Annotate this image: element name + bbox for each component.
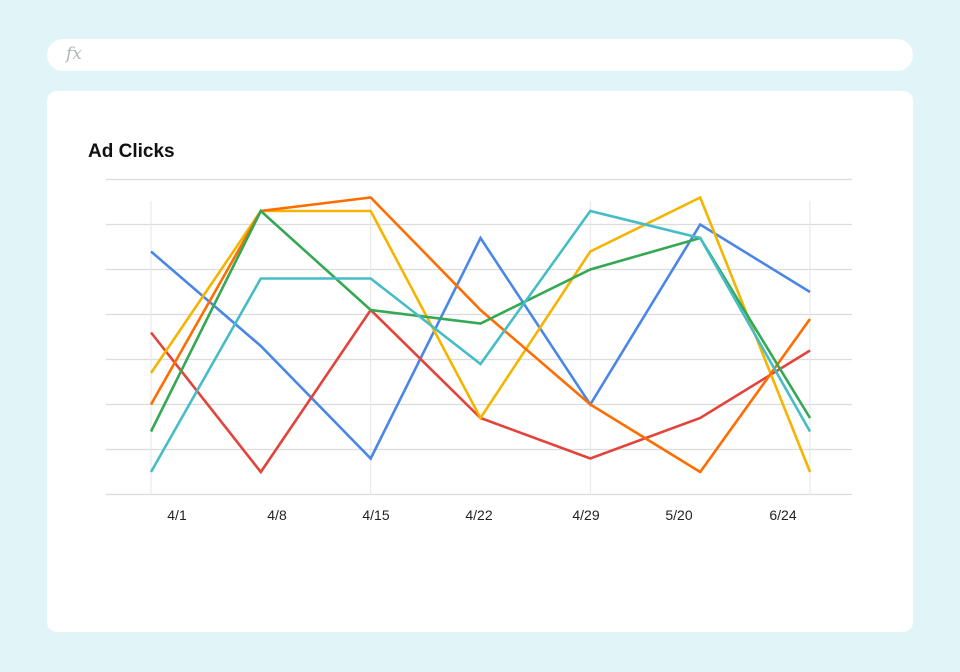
formula-bar[interactable]: fx: [47, 39, 913, 71]
series-line-2: [149, 307, 811, 475]
x-axis-ticks: 4/1 4/8 4/15 4/22 4/29 5/20 6/24: [167, 507, 797, 523]
series-line-1: [150, 222, 811, 461]
x-tick-label: 4/8: [267, 507, 287, 523]
series-line-6: [149, 209, 812, 473]
gridlines: [106, 178, 852, 496]
x-tick-label: 4/29: [572, 507, 599, 523]
series-group: [149, 195, 812, 475]
chart-title: Ad Clicks: [88, 141, 175, 162]
series-line-5: [149, 208, 812, 433]
fx-icon: fx: [66, 44, 82, 64]
chart-card[interactable]: Ad Clicks 4/1 4/8 4/15 4/22 4/29 5/20 6/24: [47, 91, 913, 632]
x-tick-label: 6/24: [769, 507, 796, 523]
x-tick-label: 4/1: [167, 507, 187, 523]
x-tick-label: 4/15: [362, 507, 389, 523]
x-tick-label: 5/20: [665, 507, 692, 523]
line-chart: 4/1 4/8 4/15 4/22 4/29 5/20 6/24: [106, 178, 852, 523]
x-tick-label: 4/22: [465, 507, 492, 523]
